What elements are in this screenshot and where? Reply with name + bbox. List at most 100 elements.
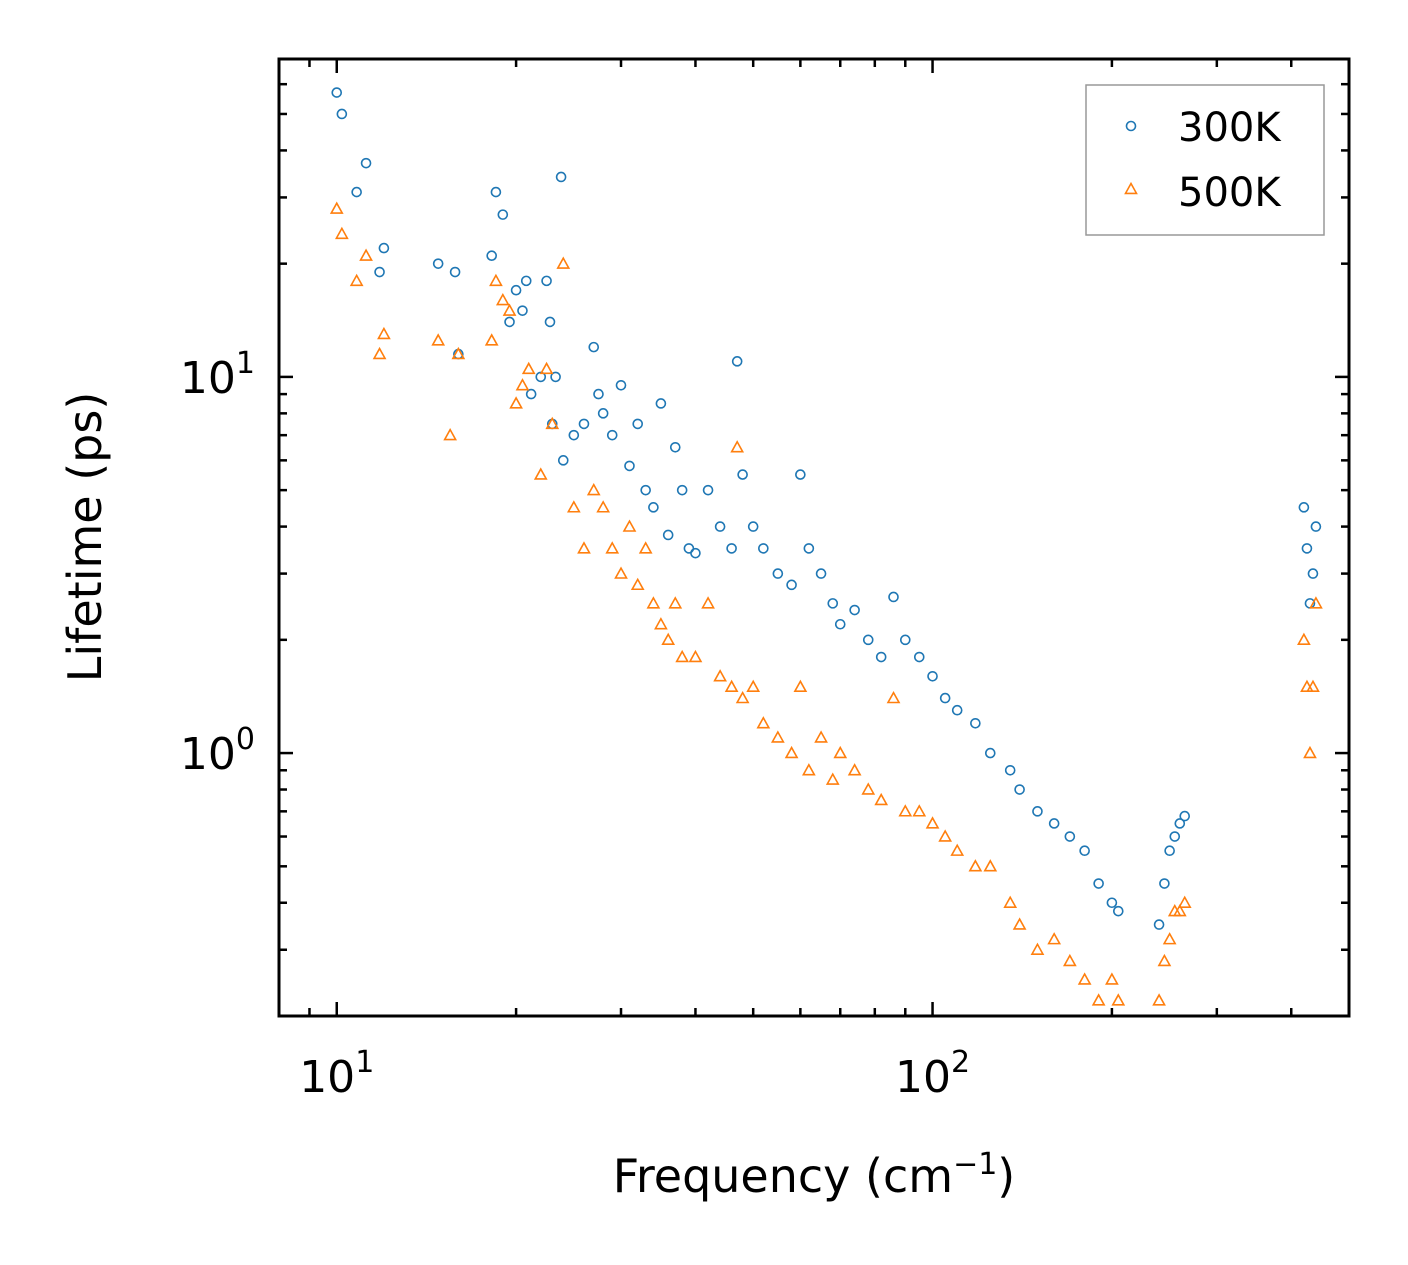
data-point-300k xyxy=(970,717,981,729)
data-point-300k xyxy=(899,634,911,646)
data-point-300k xyxy=(758,543,769,554)
data-point-300k xyxy=(827,598,839,609)
y-tick-label: 100 xyxy=(180,722,255,780)
data-point-300k xyxy=(1112,905,1124,917)
data-point-300k xyxy=(374,266,385,278)
data-point-500k xyxy=(630,577,645,591)
data-point-500k xyxy=(489,273,503,287)
data-point-300k xyxy=(606,429,618,441)
legend-label-500k: 500K xyxy=(1178,170,1282,216)
data-point-300k xyxy=(662,529,674,541)
data-point-500k xyxy=(539,361,554,375)
data-point-500k xyxy=(983,859,998,872)
data-point-300k xyxy=(731,356,743,367)
data-point-300k xyxy=(486,250,497,261)
data-point-300k xyxy=(951,704,963,716)
data-point-500k xyxy=(1303,745,1317,759)
data-point-500k xyxy=(746,679,761,693)
data-point-300k xyxy=(862,634,874,646)
data-point-300k xyxy=(714,521,726,532)
data-point-500k xyxy=(770,730,785,743)
data-point-300k xyxy=(378,242,390,254)
data-point-300k xyxy=(517,305,528,316)
data-point-500k xyxy=(1172,903,1187,917)
data-point-300k xyxy=(1014,784,1025,795)
data-point-300k xyxy=(1159,878,1170,889)
data-point-500k xyxy=(596,500,611,513)
data-point-300k xyxy=(913,651,925,663)
data-point-500k xyxy=(1306,679,1320,693)
data-point-300k xyxy=(557,455,569,466)
data-point-500k xyxy=(784,745,799,759)
data-point-500k xyxy=(1105,972,1119,985)
legend-marker-500k xyxy=(1124,181,1138,195)
data-point-500k xyxy=(451,346,466,360)
data-point-300k xyxy=(1174,818,1186,829)
data-point-500k xyxy=(661,632,676,646)
data-point-500k xyxy=(614,566,628,579)
data-point-500k xyxy=(724,679,739,693)
data-point-500k xyxy=(1152,993,1166,1006)
y-tick-label-exponent: 1 xyxy=(236,346,255,381)
data-point-300k xyxy=(815,568,827,579)
data-point-500k xyxy=(847,763,862,776)
data-point-500k xyxy=(801,763,816,776)
data-point-500k xyxy=(688,649,703,663)
data-point-500k xyxy=(756,716,771,729)
data-point-500k xyxy=(484,333,499,346)
x-tick-label-exponent: 1 xyxy=(355,1045,374,1080)
data-point-500k xyxy=(735,690,750,704)
data-point-300k xyxy=(984,747,996,759)
data-point-500k xyxy=(509,396,523,409)
data-point-500k xyxy=(605,541,620,554)
data-point-300k xyxy=(927,670,938,682)
data-point-300k xyxy=(525,388,537,400)
data-point-300k xyxy=(747,521,759,532)
data-point-500k xyxy=(566,500,581,513)
data-point-300k xyxy=(336,108,348,120)
x-axis-label: Frequency (cm−1) xyxy=(613,1147,1016,1203)
legend-marker-300k xyxy=(1125,120,1137,132)
data-point-500k xyxy=(886,690,901,704)
data-point-300k xyxy=(432,258,444,269)
data-point-300k xyxy=(544,316,556,328)
data-point-500k xyxy=(533,467,548,480)
data-point-500k xyxy=(793,679,808,693)
data-point-300k xyxy=(504,316,515,328)
data-point-300k xyxy=(1106,897,1118,909)
data-point-300k xyxy=(1064,831,1076,842)
data-point-500k xyxy=(874,792,889,806)
data-point-500k xyxy=(646,596,661,609)
data-point-300k xyxy=(1004,764,1016,776)
data-point-500k xyxy=(1177,895,1192,908)
data-point-500k xyxy=(730,440,745,453)
data-point-500k xyxy=(515,378,530,391)
data-point-300k xyxy=(1307,568,1319,579)
data-point-500k xyxy=(502,303,517,316)
data-point-500k xyxy=(938,829,953,842)
data-point-300k xyxy=(1048,818,1060,829)
data-point-300k xyxy=(597,408,609,419)
data-point-500k xyxy=(443,428,458,441)
data-point-500k xyxy=(335,226,349,240)
data-point-300k xyxy=(702,484,714,496)
data-point-300k xyxy=(786,579,797,591)
data-point-300k xyxy=(555,171,567,183)
data-point-300k xyxy=(939,692,951,704)
data-point-300k xyxy=(1079,845,1090,857)
data-point-300k xyxy=(1032,806,1043,817)
data-point-500k xyxy=(912,804,927,817)
data-point-300k xyxy=(331,87,343,98)
data-point-500k xyxy=(1309,596,1323,609)
data-point-500k xyxy=(950,843,965,856)
data-point-300k xyxy=(676,484,688,496)
data-point-500k xyxy=(825,772,840,785)
data-point-500k xyxy=(1162,932,1177,945)
legend-markers xyxy=(1124,120,1138,195)
data-point-500k xyxy=(586,482,601,496)
data-point-300k xyxy=(772,568,784,579)
data-point-500k xyxy=(1047,932,1062,945)
data-point-300k xyxy=(593,388,604,400)
data-point-300k xyxy=(726,543,737,554)
data-point-300k xyxy=(510,284,522,296)
